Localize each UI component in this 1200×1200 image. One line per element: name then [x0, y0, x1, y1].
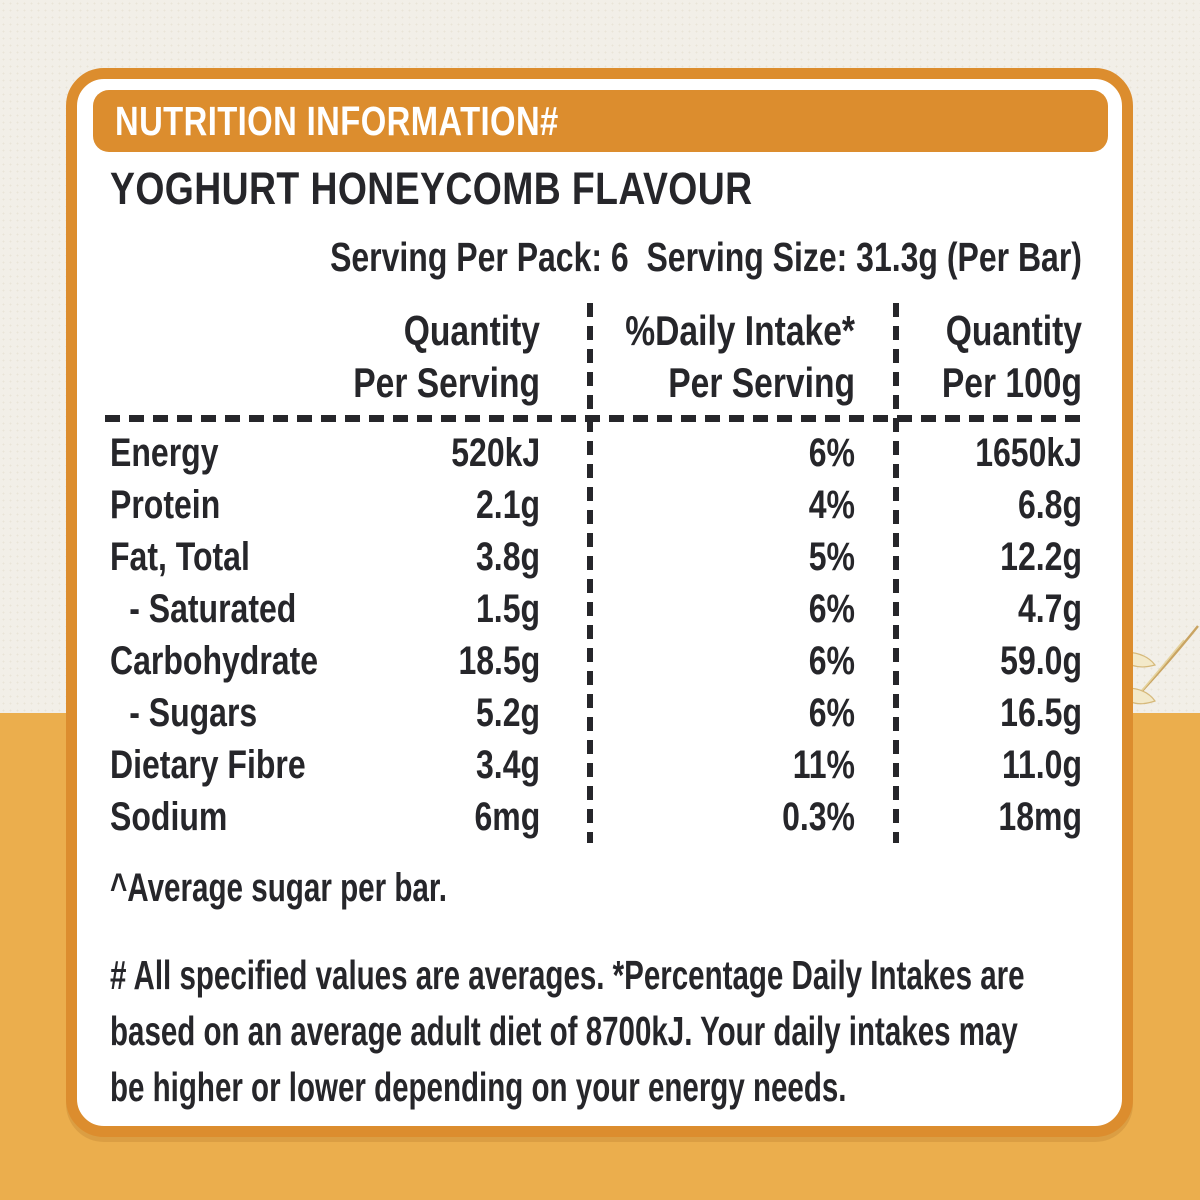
serving-info: Serving Per Pack: 6 Serving Size: 31.3g … [330, 234, 1082, 280]
per-serving-value: 3.4g [475, 743, 540, 787]
table-row-saturated-fat: - Saturated 1.5g 6% 4.7g [110, 583, 1082, 635]
per-serving-value: 5.2g [475, 691, 540, 735]
per-serving-value: 18.5g [458, 639, 540, 683]
panel-header-title: NUTRITION INFORMATION# [115, 98, 559, 144]
per-100g-value: 59.0g [1000, 639, 1082, 683]
daily-intake-value: 6% [808, 639, 855, 683]
nutrient-label: Fat, Total [110, 535, 250, 579]
nutrient-label: - Saturated [129, 587, 297, 631]
column-header-quantity-per-serving: Quantity Per Serving [353, 307, 540, 406]
daily-intake-value: 6% [808, 431, 855, 475]
daily-intake-value: 0.3% [782, 795, 855, 839]
header-dashed-divider [105, 415, 1086, 422]
per-100g-value: 6.8g [1017, 483, 1082, 527]
product-flavour-title: YOGHURT HONEYCOMB FLAVOUR [110, 163, 753, 214]
column-header-quantity-per-100g: Quantity Per 100g [941, 307, 1082, 406]
nutrition-panel: NUTRITION INFORMATION# YOGHURT HONEYCOMB… [66, 68, 1133, 1137]
table-row-sodium: Sodium 6mg 0.3% 18mg [110, 791, 1082, 843]
panel-header-bar: NUTRITION INFORMATION# [93, 90, 1108, 152]
per-100g-value: 16.5g [1000, 691, 1082, 735]
per-100g-value: 11.0g [1001, 743, 1082, 787]
per-serving-value: 2.1g [475, 483, 540, 527]
column-header-daily-intake: %Daily Intake* Per Serving [625, 307, 855, 406]
daily-intake-value: 6% [808, 691, 855, 735]
daily-intake-value: 4% [808, 483, 855, 527]
nutrient-label: Protein [110, 483, 221, 527]
per-100g-value: 18mg [998, 795, 1082, 839]
nutrient-label: Carbohydrate [110, 639, 319, 683]
table-row-protein: Protein 2.1g 4% 6.8g [110, 479, 1082, 531]
footnote-line: be higher or lower depending on your ene… [110, 1064, 847, 1110]
table-header-row: Quantity Per Serving %Daily Intake* Per … [110, 305, 1082, 409]
per-serving-value: 6mg [474, 795, 540, 839]
footnote-line: # All specified values are averages. *Pe… [110, 952, 1025, 998]
table-row-dietary-fibre: Dietary Fibre 3.4g 11% 11.0g [110, 739, 1082, 791]
per-serving-value: 3.8g [475, 535, 540, 579]
column-dashed-divider-2 [893, 303, 899, 843]
per-serving-value: 1.5g [475, 587, 540, 631]
column-dashed-divider-1 [587, 303, 593, 843]
nutrient-label: Energy [110, 431, 219, 475]
table-row-energy: Energy 520kJ 6% 1650kJ [110, 427, 1082, 479]
footnote-line: based on an average adult diet of 8700kJ… [110, 1008, 1018, 1054]
per-100g-value: 1650kJ [975, 431, 1082, 475]
daily-intake-value: 11% [792, 743, 855, 787]
nutrient-label: Dietary Fibre [110, 743, 306, 787]
table-row-fat-total: Fat, Total 3.8g 5% 12.2g [110, 531, 1082, 583]
wheat-decoration-icon [1122, 625, 1199, 709]
nutrient-label: - Sugars [129, 691, 258, 735]
table-body: Energy 520kJ 6% 1650kJ Protein 2.1g 4% 6.8… [110, 427, 1082, 843]
daily-intake-value: 5% [808, 535, 855, 579]
nutrition-table: Quantity Per Serving %Daily Intake* Per … [110, 305, 1082, 839]
per-serving-value: 520kJ [451, 431, 540, 475]
footnote-daily-intake-disclaimer: # All specified values are averages. *Pe… [110, 947, 1200, 1115]
daily-intake-value: 6% [808, 587, 855, 631]
nutrient-label: Sodium [110, 795, 228, 839]
per-100g-value: 4.7g [1017, 587, 1082, 631]
table-row-carbohydrate: Carbohydrate 18.5g 6% 59.0g [110, 635, 1082, 687]
table-row-sugars: - Sugars 5.2g 6% 16.5g [110, 687, 1082, 739]
per-100g-value: 12.2g [1000, 535, 1082, 579]
footnote-average-sugar: ^Average sugar per bar. [110, 866, 448, 910]
